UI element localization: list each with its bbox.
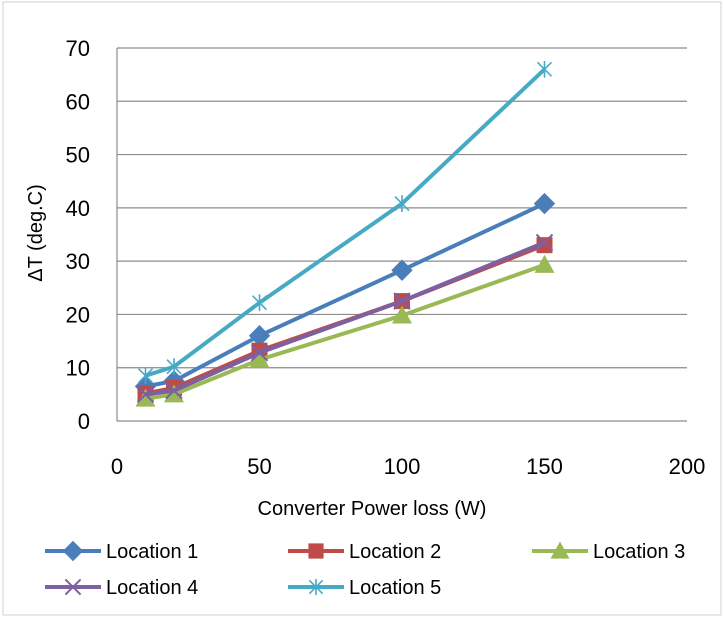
- data-point: [394, 195, 410, 212]
- x-tick-label: 150: [526, 454, 563, 479]
- legend-item: Location 3: [532, 541, 685, 563]
- marker-asterisk: [394, 195, 410, 212]
- marker-diamond: [62, 540, 84, 562]
- tick-labels: 0 10 20 30 40 50 60 70 0 50 100 150 200: [66, 36, 706, 479]
- data-point: [393, 292, 411, 310]
- marker-triangle: [550, 541, 570, 559]
- legend-label: Location 2: [349, 541, 441, 563]
- marker-triangle: [164, 384, 184, 403]
- y-tick-label: 0: [78, 409, 90, 434]
- data-point: [250, 344, 269, 362]
- x-tick-label: 100: [384, 454, 421, 479]
- marker-asterisk: [166, 358, 182, 376]
- x-axis-label: Converter Power loss (W): [258, 498, 487, 520]
- data-point: [536, 60, 553, 78]
- data-point: [166, 358, 182, 376]
- marker-asterisk: [308, 579, 324, 595]
- legend-label: Location 1: [106, 541, 198, 563]
- x-tick-label: 0: [111, 454, 123, 479]
- y-tick-label: 20: [66, 302, 90, 327]
- legend-item: Location 2: [288, 541, 441, 563]
- marker-asterisk: [137, 367, 154, 385]
- marker-x: [136, 385, 155, 404]
- marker-x: [393, 292, 411, 310]
- data-point: [533, 192, 556, 215]
- y-tick-label: 10: [66, 356, 90, 381]
- data-point: [251, 294, 268, 312]
- marker-triangle: [135, 388, 156, 407]
- legend-item: Location 5: [288, 577, 441, 599]
- marker-x: [535, 233, 554, 252]
- legend-item: Location 4: [45, 577, 198, 599]
- marker-x: [250, 344, 269, 362]
- marker-x: [64, 578, 82, 596]
- marker-triangle: [392, 305, 412, 324]
- series-location-5: [137, 60, 553, 385]
- legend-label: Location 5: [349, 577, 441, 599]
- data-point: [391, 259, 413, 281]
- data-point: [249, 349, 270, 368]
- data-point: [534, 254, 555, 273]
- axes: [116, 48, 687, 422]
- series-location-3: [135, 254, 555, 407]
- y-tick-label: 50: [66, 143, 90, 168]
- series-layer: [134, 60, 556, 407]
- marker-asterisk: [536, 60, 553, 78]
- data-point: [392, 305, 412, 324]
- legend-item: Location 1: [45, 540, 198, 563]
- marker-triangle: [249, 349, 270, 368]
- marker-square: [536, 237, 553, 254]
- data-point: [136, 385, 155, 404]
- data-point: [137, 367, 154, 385]
- data-point: [536, 237, 553, 254]
- data-point: [535, 233, 554, 252]
- marker-triangle: [534, 254, 555, 273]
- x-tick-label: 50: [247, 454, 271, 479]
- y-tick-label: 40: [66, 196, 90, 221]
- marker-diamond: [533, 192, 556, 215]
- marker-square: [308, 543, 324, 559]
- legend-label: Location 3: [593, 541, 685, 563]
- y-axis-label: ΔT (deg.C): [25, 184, 47, 281]
- marker-x: [165, 381, 183, 400]
- legend-label: Location 4: [106, 577, 198, 599]
- y-tick-label: 60: [66, 89, 90, 114]
- x-tick-label: 200: [669, 454, 706, 479]
- data-point: [164, 384, 184, 403]
- series-location-4: [136, 233, 554, 404]
- data-point: [135, 388, 156, 407]
- marker-asterisk: [251, 294, 268, 312]
- legend: Location 1 Location 2 Location 3 Location 4…: [45, 540, 685, 599]
- data-point: [165, 381, 183, 400]
- marker-diamond: [391, 259, 413, 281]
- y-tick-label: 30: [66, 249, 90, 274]
- y-tick-label: 70: [66, 36, 90, 61]
